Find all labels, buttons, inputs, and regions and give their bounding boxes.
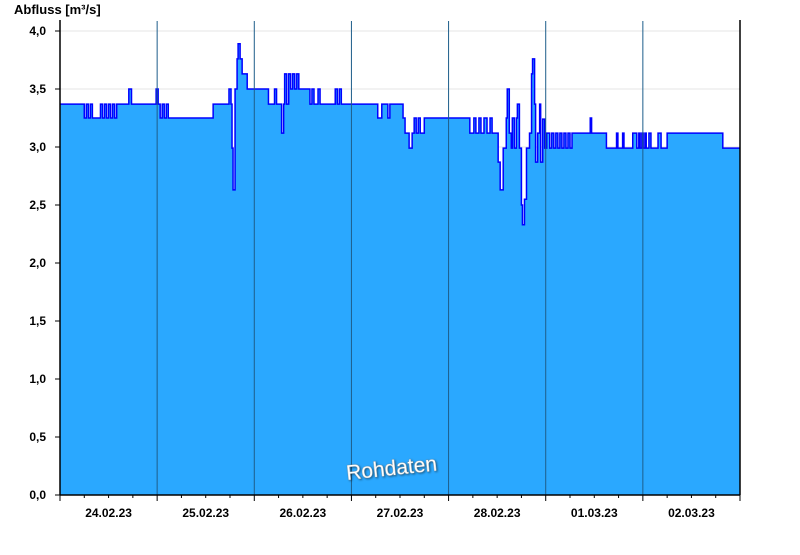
x-tick-label: 28.02.23 — [474, 506, 521, 520]
discharge-area — [60, 43, 740, 495]
y-axis-ticks: 0,0 0,5 1,0 1,5 2,0 2,5 3,0 3,5 4,0 — [29, 24, 60, 502]
x-tick-label: 02.03.23 — [668, 506, 715, 520]
day-separators — [156, 21, 644, 495]
y-tick-label: 3,0 — [29, 140, 46, 154]
x-tick-label: 25.02.23 — [182, 506, 229, 520]
discharge-line — [60, 43, 740, 226]
x-axis-ticks: 24.02.23 25.02.23 26.02.23 27.02.23 28.02.23… — [59, 495, 741, 520]
y-tick-label: 3,5 — [29, 82, 46, 96]
y-tick-label: 2,5 — [29, 198, 46, 212]
y-tick-label: 1,0 — [29, 372, 46, 386]
y-tick-label: 1,5 — [29, 314, 46, 328]
x-tick-label: 24.02.23 — [85, 506, 132, 520]
y-tick-label: 0,5 — [29, 430, 46, 444]
x-tick-label: 27.02.23 — [377, 506, 424, 520]
y-tick-label: 4,0 — [29, 24, 46, 38]
y-tick-label: 0,0 — [29, 488, 46, 502]
x-tick-label: 01.03.23 — [571, 506, 618, 520]
x-tick-label: 26.02.23 — [279, 506, 326, 520]
y-tick-label: 2,0 — [29, 256, 46, 270]
y-axis-label: Abfluss [m³/s] — [14, 2, 101, 17]
